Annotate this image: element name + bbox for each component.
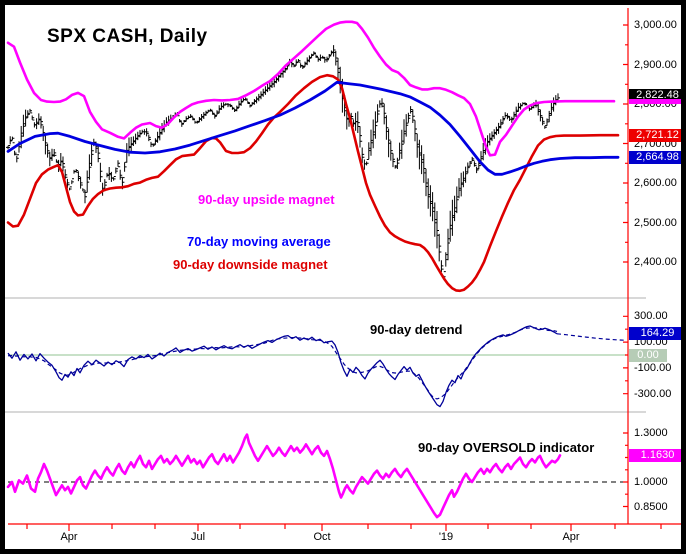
- moving-average-line: [6, 80, 620, 176]
- y-tick-label: 2,500.00: [634, 216, 677, 229]
- oversold-line: [6, 433, 562, 519]
- moving-average-label: 70-day moving average: [187, 234, 331, 249]
- detrend-fast-line: [7, 325, 558, 408]
- y-tick-label: 1.0000: [634, 476, 668, 488]
- y-tick-label: 300.00: [634, 310, 668, 323]
- y-tick-label: 2,900.00: [634, 58, 677, 71]
- price-value-flag: 2,664.98: [629, 150, 681, 164]
- detrend-value-flag: 0.00: [629, 348, 667, 362]
- chart-canvas: [5, 8, 681, 531]
- y-tick-label: -300.00: [634, 387, 672, 400]
- price-value-flag: 2,721.12: [629, 128, 681, 142]
- y-tick-label: -100.00: [634, 361, 672, 374]
- downside-magnet-line: [6, 73, 620, 293]
- x-tick-label: '19: [438, 531, 454, 543]
- x-tick-label: Apr: [562, 531, 580, 543]
- axis-ticks: [26, 24, 662, 531]
- y-tick-label: 1.3000: [634, 427, 668, 439]
- y-tick-label: 2,400.00: [634, 256, 677, 268]
- downside-magnet-label: 90-day downside magnet: [173, 257, 328, 272]
- price-value-flag: 2,822.48: [629, 88, 681, 102]
- upside-magnet-label: 90-day upside magnet: [198, 192, 335, 207]
- chart-title: SPX CASH, Daily: [47, 26, 208, 47]
- x-tick-label: Oct: [313, 531, 331, 543]
- y-tick-label: 0.8500: [634, 500, 668, 513]
- price-bars-series: [6, 45, 560, 279]
- oversold-label: 90-day OVERSOLD indicator: [418, 440, 595, 455]
- x-tick-label: Apr: [60, 531, 78, 543]
- oversold-value-flag: 1.1630: [629, 448, 681, 462]
- detrend-label: 90-day detrend: [370, 322, 463, 337]
- x-tick-label: Jul: [190, 531, 206, 543]
- y-tick-label: 3,000.00: [634, 19, 677, 31]
- detrend-value-flag: 164.29: [629, 327, 681, 341]
- detrend-projection-line: [556, 333, 627, 341]
- upside-magnet-line: [6, 20, 616, 157]
- price-value-flag: [629, 99, 681, 105]
- y-tick-label: 2,600.00: [634, 177, 677, 189]
